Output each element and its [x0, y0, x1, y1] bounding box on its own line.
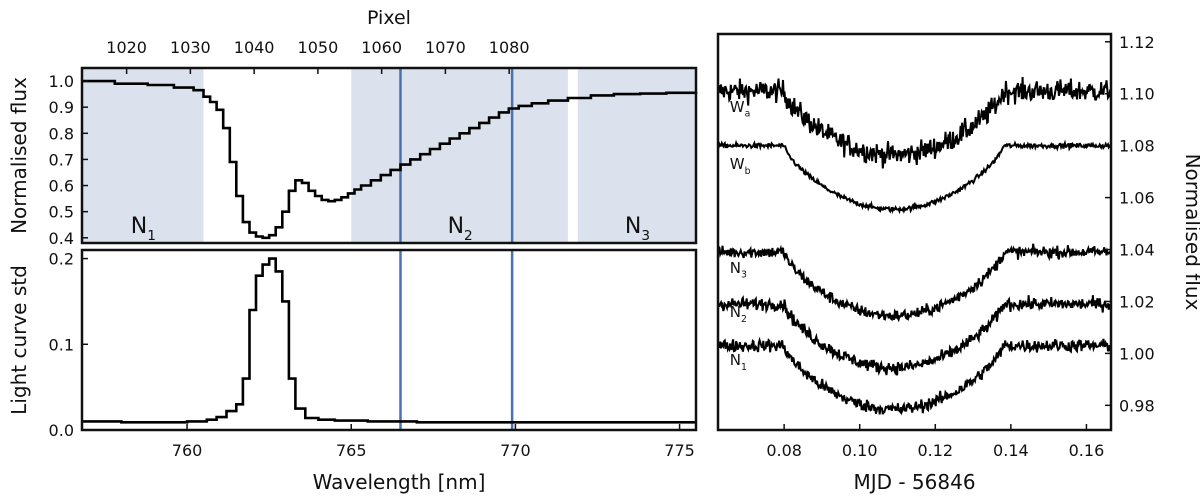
lc-ytick-label: 1.06	[1119, 189, 1155, 208]
lc-xtick-label: 0.12	[917, 441, 953, 460]
std-xtick-label: 775	[664, 441, 695, 460]
spectrum-ylabel: Normalised flux	[7, 77, 31, 234]
light-curve-N2	[717, 295, 1112, 376]
std-ytick-label: 0.1	[49, 335, 74, 354]
spectrum-panel: N1 N2 N3 1.0 0.9 0.8 0.7 0.6 0.5 0.4 1020 1030 1040 1…	[7, 7, 698, 248]
spectrum-ytick-label: 1.0	[49, 72, 74, 91]
pixel-tick-label: 1040	[234, 38, 275, 57]
lc-ytick-label: 1.02	[1119, 292, 1155, 311]
spectrum-ytick-label: 0.7	[49, 150, 74, 169]
light-curve-label-Wb: Wb	[730, 155, 751, 177]
lc-xtick-label: 0.08	[766, 441, 802, 460]
lc-ytick-label: 1.12	[1119, 33, 1155, 52]
lc-ytick-label: 0.98	[1119, 396, 1155, 415]
spectrum-ytick-label: 0.9	[49, 98, 74, 117]
shaded-region-N3	[577, 68, 696, 243]
std-xtick-label: 770	[500, 441, 531, 460]
region-label-N3: N3	[625, 214, 650, 244]
light-curve-N3	[717, 243, 1112, 323]
std-frame	[80, 248, 698, 432]
spectrum-ytick-label: 0.6	[49, 177, 74, 196]
pixel-tick-label: 1050	[298, 38, 339, 57]
spectrum-frame	[80, 66, 698, 245]
lc-ytick-label: 1.08	[1119, 137, 1155, 156]
light-curve-label-N3: N3	[730, 259, 747, 281]
pixel-tick-label: 1080	[489, 38, 530, 57]
wavelength-axis-title: Wavelength [nm]	[313, 470, 486, 494]
light-curve-label-Wa: Wa	[730, 98, 751, 120]
pixel-tick-label: 1070	[425, 38, 466, 57]
lc-ytick-label: 1.00	[1119, 344, 1155, 363]
std-ytick-label: 0.2	[49, 250, 74, 269]
light-curve-label-N2: N2	[730, 303, 747, 325]
mjd-axis-title: MJD - 56846	[853, 470, 975, 494]
shaded-region-N1	[82, 68, 204, 243]
lc-ytick-label: 1.10	[1119, 85, 1155, 104]
std-xtick-label: 765	[336, 441, 367, 460]
light-curves-panel: Wa Wb N3 N2 N1 1.12 1.10 1.08 1.06 1.04 1.02 1.00 0.…	[716, 32, 1200, 494]
spectrum-series-line	[82, 79, 698, 240]
light-curve-Wb	[717, 139, 1112, 215]
std-ylabel: Light curve std	[7, 265, 31, 415]
light-curve-Wa	[717, 76, 1112, 169]
pixel-tick-label: 1030	[170, 38, 211, 57]
lc-xtick-label: 0.16	[1069, 441, 1105, 460]
region-label-N2: N2	[448, 214, 473, 244]
light-curve-label-N1: N1	[730, 351, 747, 373]
spectrum-ytick-label: 0.5	[49, 203, 74, 222]
lc-ylabel: Normalised flux	[1181, 154, 1200, 311]
spectrum-ytick-label: 0.4	[49, 229, 74, 248]
std-series-line	[82, 257, 696, 424]
pixel-tick-label: 1060	[361, 38, 402, 57]
region-label-N1: N1	[131, 214, 156, 244]
std-xtick-label: 760	[172, 441, 203, 460]
lc-ytick-label: 1.04	[1119, 241, 1155, 260]
pixel-axis-title: Pixel	[367, 7, 411, 29]
light-curve-std-panel: 0.2 0.1 0.0 760 765 770 775 Wavelength [nm] Ligh…	[7, 248, 698, 494]
light-curves-frame	[716, 32, 1113, 432]
lc-xtick-label: 0.10	[842, 441, 878, 460]
light-curve-N1	[717, 336, 1112, 416]
spectrum-ytick-label: 0.8	[49, 124, 74, 143]
lc-xtick-label: 0.14	[993, 441, 1029, 460]
std-ytick-label: 0.0	[49, 421, 74, 440]
shaded-region-N2	[351, 68, 568, 243]
pixel-tick-label: 1020	[106, 38, 147, 57]
